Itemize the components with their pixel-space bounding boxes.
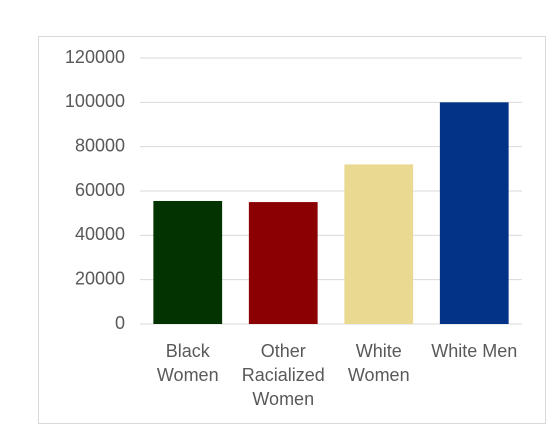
x-tick-label: White Men bbox=[431, 341, 518, 361]
bar bbox=[439, 102, 509, 324]
bar bbox=[344, 164, 414, 324]
y-tick-label: 0 bbox=[115, 313, 125, 333]
y-tick-label: 60000 bbox=[75, 180, 125, 200]
y-tick-label: 40000 bbox=[75, 224, 125, 244]
x-tick-label: Other Racialized Women bbox=[241, 341, 325, 409]
y-tick-label: 80000 bbox=[75, 135, 125, 155]
x-tick-label: Black Women bbox=[156, 341, 219, 385]
y-tick-label: 100000 bbox=[65, 91, 125, 111]
y-tick-label: 120000 bbox=[65, 47, 125, 67]
y-tick-label: 20000 bbox=[75, 268, 125, 288]
bar bbox=[153, 200, 223, 324]
bar bbox=[248, 202, 318, 324]
x-tick-label: White Women bbox=[347, 341, 410, 385]
